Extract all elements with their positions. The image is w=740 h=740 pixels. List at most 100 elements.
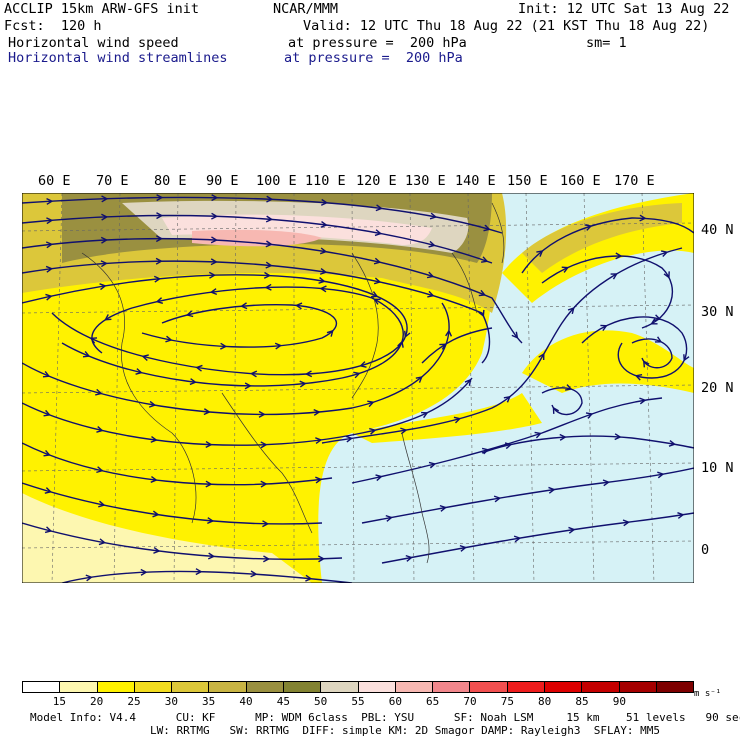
- graticule: [22, 193, 694, 583]
- longitude-label: 70 E: [96, 173, 129, 189]
- streamline-arrow: [536, 250, 544, 257]
- streamline-arrow: [375, 474, 383, 482]
- streamline-arrow: [203, 408, 211, 416]
- streamline-arrow: [459, 544, 468, 552]
- streamline-arrow: [653, 314, 662, 322]
- streamline-arrow: [46, 217, 54, 225]
- streamline: [351, 397, 663, 484]
- streamline-arrow: [426, 271, 435, 279]
- jet-band-60: [192, 229, 322, 247]
- streamline-arrow: [153, 546, 161, 554]
- streamline-arrow: [274, 342, 283, 350]
- streamline-arrow: [205, 480, 213, 488]
- streamline-arrow: [639, 397, 647, 405]
- streamline-arrow: [96, 466, 104, 474]
- streamline-arrow: [208, 271, 217, 279]
- streamline-arrow: [319, 267, 328, 275]
- streamline: [22, 237, 523, 344]
- colorbar-swatch: [619, 682, 657, 692]
- streamline-arrow: [265, 240, 273, 248]
- streamline-arrow: [421, 411, 429, 419]
- streamline-arrow: [304, 370, 313, 378]
- colorbar-tick-label: 70: [463, 695, 477, 708]
- streamline-arrow: [141, 354, 149, 361]
- streamline-arrow: [209, 288, 218, 295]
- streamline-arrow: [44, 487, 53, 494]
- streamline-arrow: [263, 271, 272, 279]
- streamline: [421, 327, 493, 364]
- streamline-arrow: [99, 283, 107, 291]
- streamline-arrow: [313, 408, 321, 416]
- streamline-arrow: [155, 235, 164, 243]
- colorbar-tick-label: 80: [538, 695, 552, 708]
- streamline-arrow: [493, 495, 502, 503]
- streamline-arrow: [266, 195, 274, 203]
- streamline-arrow: [373, 257, 382, 265]
- streamline-arrow: [165, 335, 173, 343]
- streamline-arrow: [220, 342, 228, 350]
- streamline-arrow: [439, 504, 448, 512]
- colorbar-tick-label: 35: [202, 695, 216, 708]
- longitude-label: 130 E: [405, 173, 446, 189]
- streamline-arrow: [478, 309, 485, 318]
- streamline-arrow: [359, 361, 367, 368]
- streamline: [22, 482, 323, 525]
- jet-band-55: [162, 214, 432, 245]
- colorbar-tick-label: 25: [127, 695, 141, 708]
- streamline-arrow: [320, 198, 329, 206]
- colorbar-swatch: [544, 682, 583, 692]
- streamlines: [22, 194, 694, 583]
- streamline-arrow: [156, 194, 164, 202]
- longitude-label: 90 E: [206, 173, 239, 189]
- streamline-arrow: [262, 520, 270, 528]
- streamline-arrow: [610, 273, 618, 280]
- streamline-arrow: [373, 277, 382, 285]
- streamline-arrow: [374, 229, 383, 237]
- field2-name: Horizontal wind streamlines: [8, 50, 228, 66]
- colorbar-swatch: [209, 682, 247, 692]
- streamline-arrow: [100, 260, 108, 268]
- streamline-arrow: [428, 461, 437, 469]
- streamline-arrow: [85, 574, 93, 582]
- streamline-arrow: [584, 224, 593, 231]
- model-title: ACCLIP 15km ARW-GFS init: [4, 1, 200, 17]
- streamline-arrow: [683, 354, 690, 362]
- streamline-arrow: [258, 410, 266, 418]
- streamline-arrow: [654, 336, 663, 343]
- streamline-arrow: [320, 220, 328, 228]
- longitude-label: 160 E: [560, 173, 601, 189]
- streamline-arrow: [319, 247, 328, 255]
- streamline: [22, 260, 491, 364]
- streamline-arrow: [101, 195, 109, 203]
- colorbar-units: m s⁻¹: [694, 689, 722, 699]
- streamline-arrow: [153, 275, 162, 283]
- colorbar-tick-label: 55: [351, 695, 365, 708]
- streamline-arrow: [211, 194, 219, 202]
- latitude-label: 10 N: [701, 460, 734, 476]
- streamline: [61, 286, 404, 387]
- colorbar-tick-label: 30: [164, 695, 178, 708]
- colorbar-swatch: [283, 682, 322, 692]
- footer-model-info: Model Info: V4.4 CU: KF MP: WDM 6class P…: [30, 711, 740, 724]
- colorbar-tick-label: 75: [500, 695, 514, 708]
- streamline-arrow: [373, 298, 381, 305]
- streamline-arrow: [614, 433, 622, 441]
- streamline-arrow: [504, 442, 513, 450]
- streamline-arrow: [534, 431, 542, 439]
- streamline-arrow: [207, 552, 216, 560]
- streamline-arrow: [82, 351, 91, 358]
- center-label: NCAR/MMM: [273, 1, 339, 17]
- streamline-arrow: [538, 352, 545, 361]
- colorbar-tick-label: 90: [612, 695, 626, 708]
- streamline-arrow: [345, 435, 354, 443]
- streamline-arrow: [503, 395, 511, 403]
- streamline-arrow: [483, 224, 491, 232]
- wind-speed-band-20: [22, 193, 497, 583]
- forecast-hour: Fcst: 120 h: [4, 18, 102, 34]
- streamline-arrow: [101, 213, 109, 221]
- streamline-arrow: [45, 265, 54, 273]
- streamline-arrow: [210, 258, 218, 266]
- streamline: [141, 304, 338, 348]
- streamline-arrow: [657, 471, 665, 479]
- streamline: [22, 214, 493, 264]
